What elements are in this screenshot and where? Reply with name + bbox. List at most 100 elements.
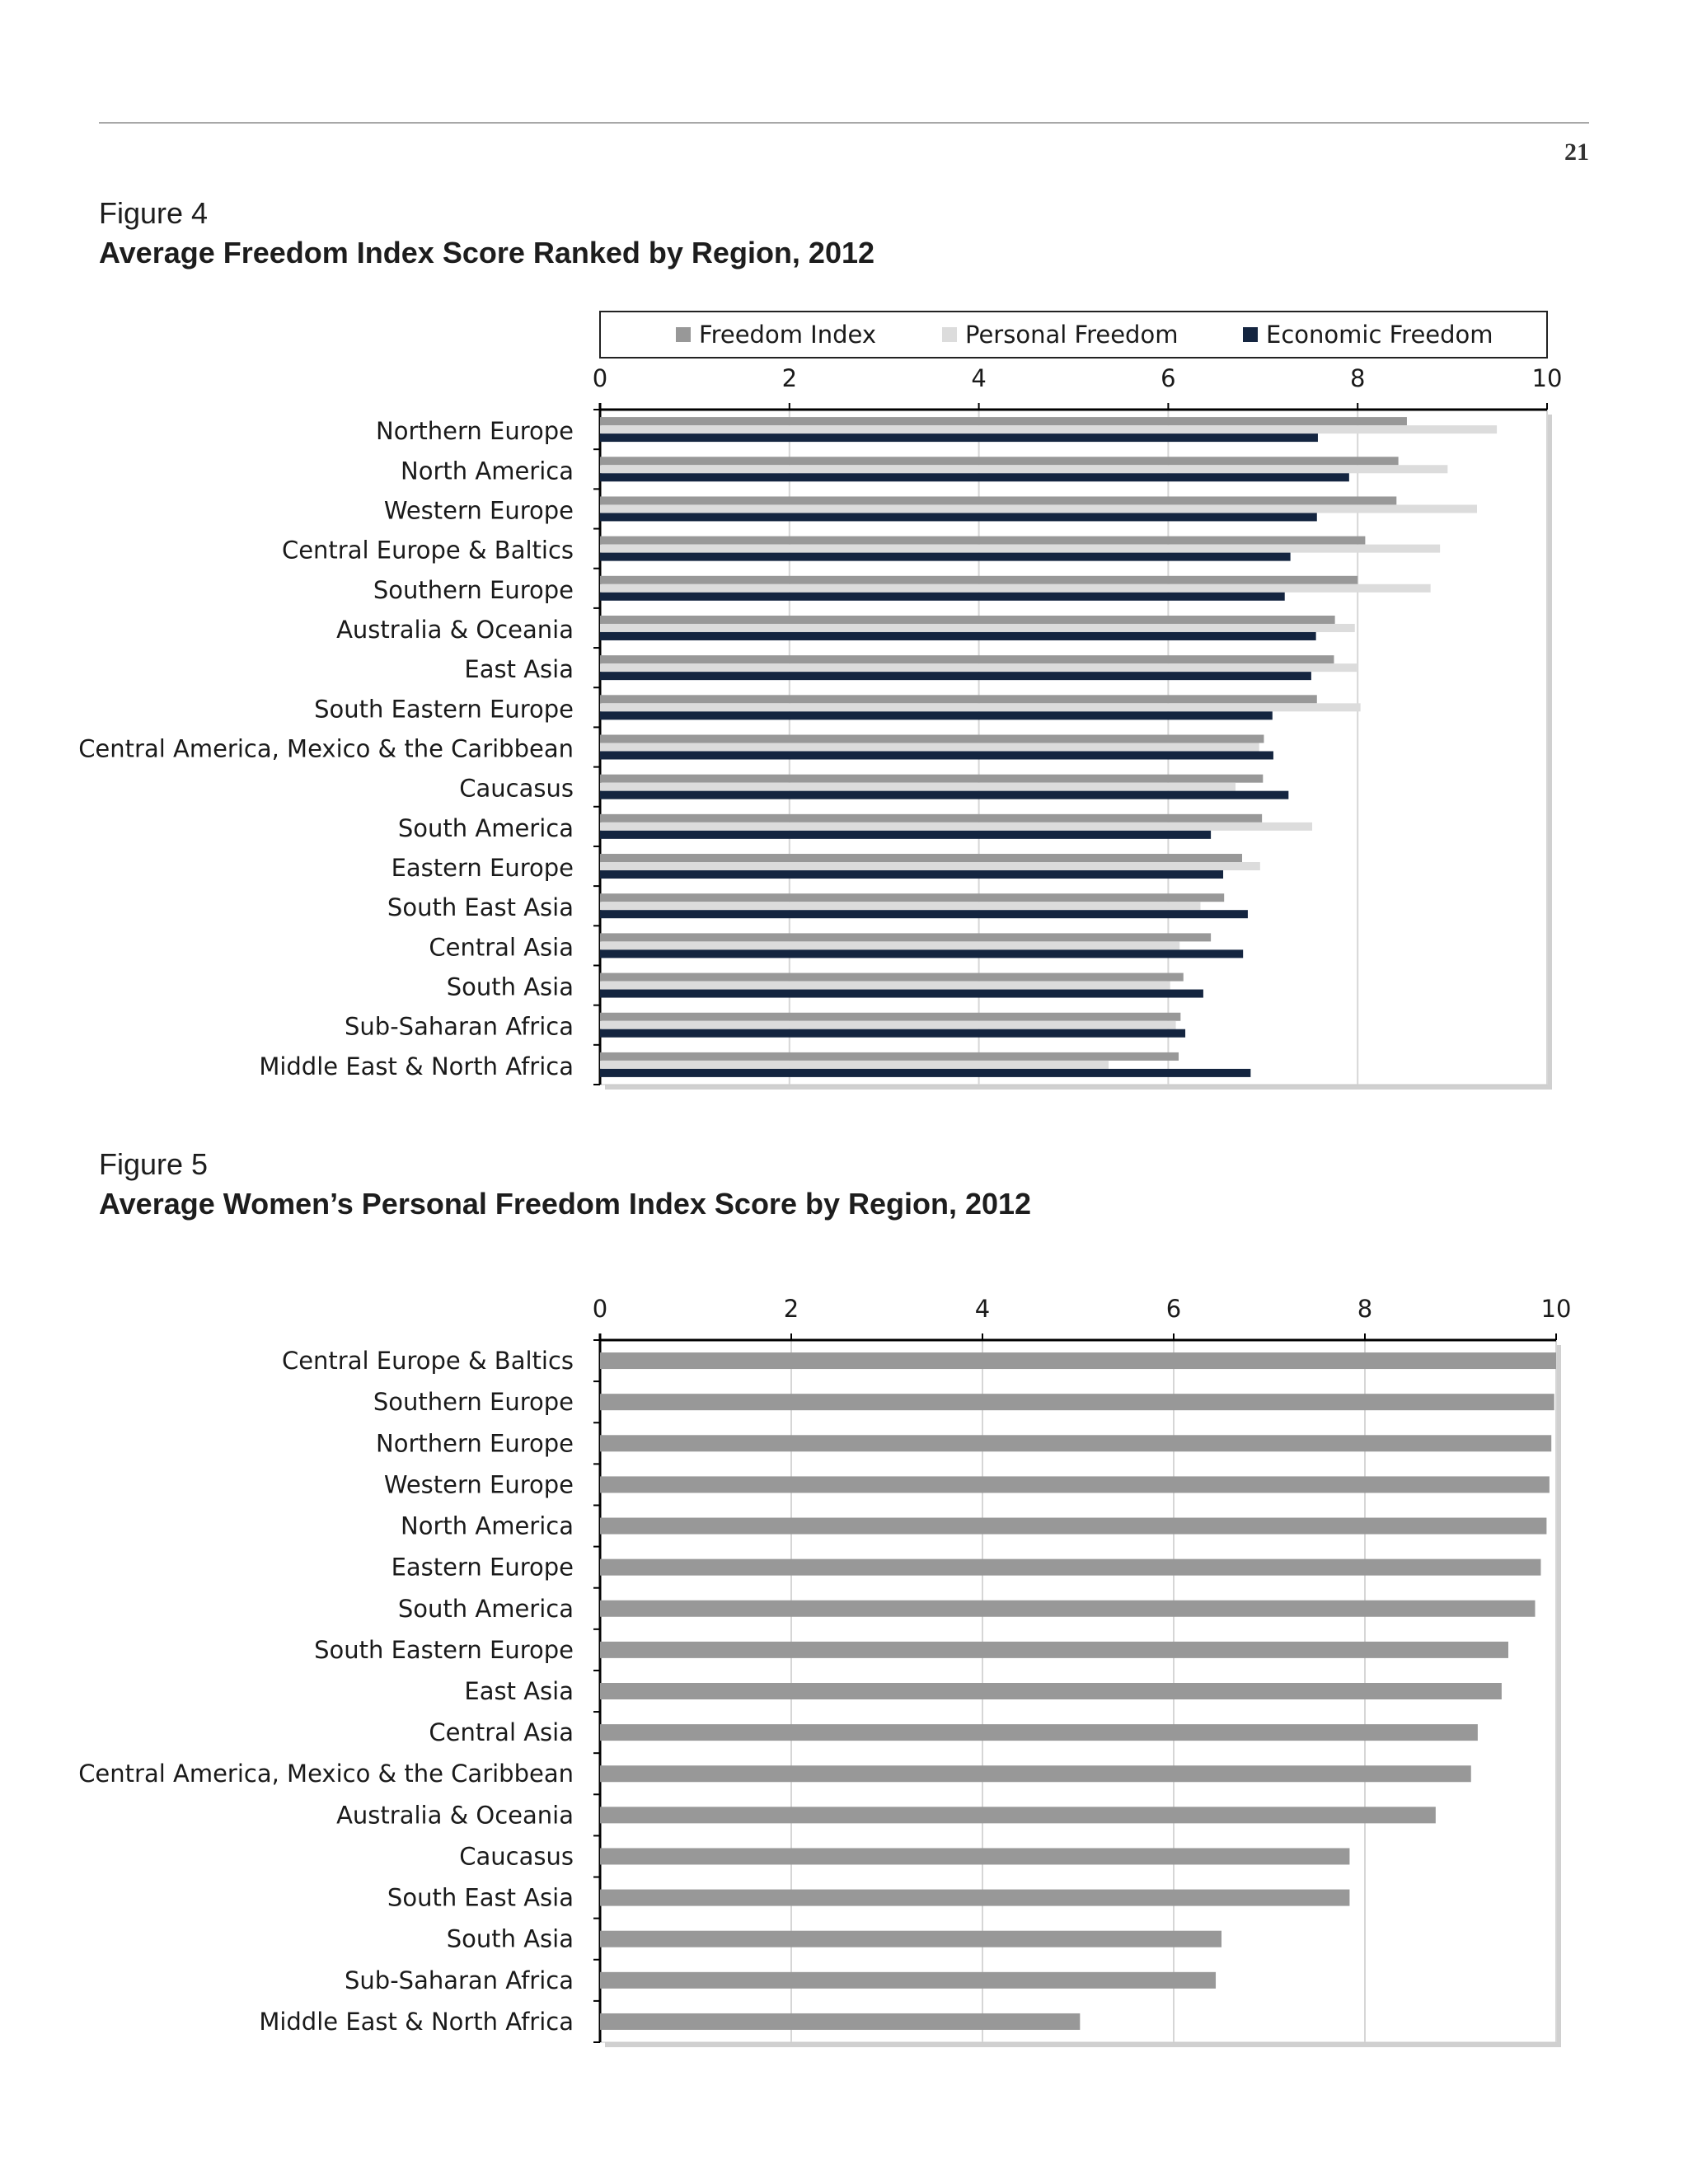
women-personal-freedom-bar bbox=[600, 1848, 1350, 1865]
x-tick-label: 6 bbox=[1160, 364, 1175, 392]
figure-5-chart: 0 2 4 6 8 10 Central Europe & Baltics Southern … bbox=[78, 1295, 1572, 2047]
category-label: Central America, Mexico & the Caribbean bbox=[78, 735, 574, 763]
category-label: Northern Europe bbox=[376, 1429, 574, 1457]
category-label: Central Asia bbox=[429, 1718, 574, 1746]
personal-freedom-bar bbox=[600, 981, 1170, 990]
women-personal-freedom-bar bbox=[600, 1517, 1547, 1535]
economic-freedom-bar bbox=[600, 711, 1273, 720]
economic-freedom-bar bbox=[600, 1029, 1186, 1038]
women-personal-freedom-bar bbox=[600, 1765, 1471, 1783]
category-label: Southern Europe bbox=[373, 1388, 574, 1416]
x-tick-label: 6 bbox=[1166, 1295, 1181, 1323]
legend-label: Freedom Index bbox=[699, 321, 876, 349]
category-label: Central Europe & Baltics bbox=[282, 537, 574, 565]
category-label: Southern Europe bbox=[373, 576, 574, 604]
economic-freedom-bar bbox=[600, 870, 1224, 879]
women-personal-freedom-bar bbox=[600, 1394, 1554, 1411]
legend-swatch bbox=[1243, 327, 1258, 342]
category-label: Central America, Mexico & the Caribbean bbox=[78, 1760, 574, 1788]
category-label: Western Europe bbox=[384, 1470, 574, 1498]
freedom-index-bar bbox=[600, 695, 1317, 704]
economic-freedom-bar bbox=[600, 949, 1244, 958]
women-personal-freedom-bar bbox=[600, 2013, 1081, 2030]
personal-freedom-bar bbox=[600, 663, 1357, 673]
category-label: South East Asia bbox=[387, 1884, 574, 1912]
economic-freedom-bar bbox=[600, 910, 1248, 919]
x-tick-label: 0 bbox=[593, 1295, 607, 1323]
category-label: Central Europe & Baltics bbox=[282, 1347, 574, 1375]
freedom-index-bar bbox=[600, 813, 1263, 823]
personal-freedom-bar bbox=[600, 1060, 1109, 1069]
category-label: Middle East & North Africa bbox=[259, 1052, 574, 1080]
x-tick-label: 4 bbox=[975, 1295, 990, 1323]
category-label: Central Asia bbox=[429, 933, 574, 961]
women-personal-freedom-bar bbox=[600, 1724, 1478, 1741]
personal-freedom-bar bbox=[600, 822, 1313, 831]
freedom-index-bar bbox=[600, 655, 1334, 664]
personal-freedom-bar bbox=[600, 623, 1355, 632]
economic-freedom-bar bbox=[600, 672, 1311, 681]
legend-label: Personal Freedom bbox=[965, 321, 1178, 349]
legend-swatch bbox=[676, 327, 691, 342]
personal-freedom-bar bbox=[600, 743, 1259, 752]
category-label: Sub-Saharan Africa bbox=[345, 1013, 574, 1041]
category-label: Australia & Oceania bbox=[336, 616, 574, 644]
legend-swatch bbox=[942, 327, 957, 342]
x-tick-label: 10 bbox=[1541, 1295, 1572, 1323]
personal-freedom-bar bbox=[600, 504, 1477, 513]
women-personal-freedom-bar bbox=[600, 1600, 1536, 1617]
economic-freedom-bar bbox=[600, 631, 1316, 640]
category-label: South Eastern Europe bbox=[314, 695, 574, 723]
category-label: South America bbox=[398, 1595, 574, 1623]
freedom-index-bar bbox=[600, 417, 1407, 426]
page-top-rule bbox=[99, 122, 1589, 124]
figure-4-title: Average Freedom Index Score Ranked by Re… bbox=[99, 236, 875, 269]
figure-4-chart: 0 2 4 6 8 10 Freedom Index Personal Freedom Econ… bbox=[78, 311, 1563, 1090]
women-personal-freedom-bar bbox=[600, 1558, 1541, 1576]
category-label: Middle East & North Africa bbox=[259, 2008, 574, 2036]
figure-4-label: Figure 4 bbox=[99, 196, 209, 230]
category-label: Western Europe bbox=[384, 496, 574, 524]
economic-freedom-bar bbox=[600, 592, 1285, 601]
personal-freedom-bar bbox=[600, 583, 1431, 593]
freedom-index-bar bbox=[600, 1052, 1179, 1061]
economic-freedom-bar bbox=[600, 434, 1318, 443]
personal-freedom-bar bbox=[600, 782, 1236, 791]
category-label: South Asia bbox=[447, 973, 574, 1001]
women-personal-freedom-bar bbox=[600, 1889, 1350, 1906]
personal-freedom-bar bbox=[600, 544, 1441, 553]
personal-freedom-bar bbox=[600, 1020, 1176, 1029]
category-label: Eastern Europe bbox=[392, 854, 574, 882]
category-label: South America bbox=[398, 814, 574, 842]
legend-label: Economic Freedom bbox=[1266, 321, 1493, 349]
x-tick-label: 0 bbox=[593, 364, 607, 392]
x-tick-label: 2 bbox=[784, 1295, 799, 1323]
freedom-index-bar bbox=[600, 774, 1264, 783]
x-tick-label: 4 bbox=[971, 364, 986, 392]
freedom-index-bar bbox=[600, 1012, 1181, 1021]
page-number: 21 bbox=[1564, 138, 1589, 166]
x-tick-label: 10 bbox=[1532, 364, 1563, 392]
women-personal-freedom-bar bbox=[600, 1807, 1436, 1824]
legend-box bbox=[599, 311, 1548, 359]
category-label: East Asia bbox=[464, 655, 574, 683]
freedom-index-bar bbox=[600, 536, 1366, 545]
category-label: Northern Europe bbox=[376, 417, 574, 445]
freedom-index-bar bbox=[600, 893, 1225, 902]
freedom-index-bar bbox=[600, 972, 1184, 982]
women-personal-freedom-bar bbox=[600, 1683, 1502, 1699]
personal-freedom-bar bbox=[600, 425, 1498, 434]
economic-freedom-bar bbox=[600, 790, 1289, 799]
freedom-index-bar bbox=[600, 854, 1243, 863]
category-label: South Asia bbox=[447, 1925, 574, 1953]
women-personal-freedom-bar bbox=[600, 1930, 1221, 1947]
figure-5-title: Average Women’s Personal Freedom Index S… bbox=[99, 1187, 1032, 1221]
women-personal-freedom-bar bbox=[600, 1476, 1550, 1493]
category-label: East Asia bbox=[464, 1677, 574, 1705]
x-tick-label: 8 bbox=[1350, 364, 1365, 392]
category-label: South Eastern Europe bbox=[314, 1636, 574, 1664]
category-label: Caucasus bbox=[459, 1842, 574, 1870]
figure-5-label: Figure 5 bbox=[99, 1147, 209, 1181]
freedom-index-bar bbox=[600, 457, 1399, 466]
women-personal-freedom-bar bbox=[600, 1641, 1508, 1658]
